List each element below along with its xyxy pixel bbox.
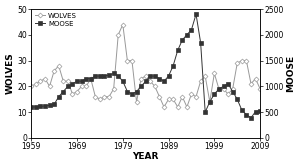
MOOSE bbox=[194, 13, 198, 15]
X-axis label: YEAR: YEAR bbox=[132, 152, 159, 161]
WOLVES bbox=[190, 93, 193, 95]
WOLVES bbox=[121, 24, 125, 26]
MOOSE bbox=[249, 117, 253, 119]
Line: MOOSE: MOOSE bbox=[29, 13, 262, 120]
MOOSE bbox=[29, 106, 33, 108]
WOLVES bbox=[103, 96, 106, 98]
Y-axis label: WOLVES: WOLVES bbox=[5, 53, 14, 94]
Line: WOLVES: WOLVES bbox=[29, 23, 262, 109]
MOOSE bbox=[181, 39, 184, 41]
MOOSE bbox=[254, 111, 257, 113]
Legend: WOLVES, MOOSE: WOLVES, MOOSE bbox=[33, 11, 78, 28]
MOOSE bbox=[258, 110, 262, 112]
WOLVES bbox=[254, 78, 257, 80]
WOLVES bbox=[162, 106, 166, 108]
WOLVES bbox=[29, 85, 33, 87]
MOOSE bbox=[103, 75, 106, 77]
MOOSE bbox=[80, 80, 83, 82]
MOOSE bbox=[199, 42, 203, 44]
WOLVES bbox=[80, 85, 83, 87]
WOLVES bbox=[98, 98, 102, 100]
MOOSE bbox=[98, 75, 102, 77]
WOLVES bbox=[258, 88, 262, 90]
Y-axis label: MOOSE: MOOSE bbox=[287, 55, 296, 92]
WOLVES bbox=[203, 75, 207, 77]
